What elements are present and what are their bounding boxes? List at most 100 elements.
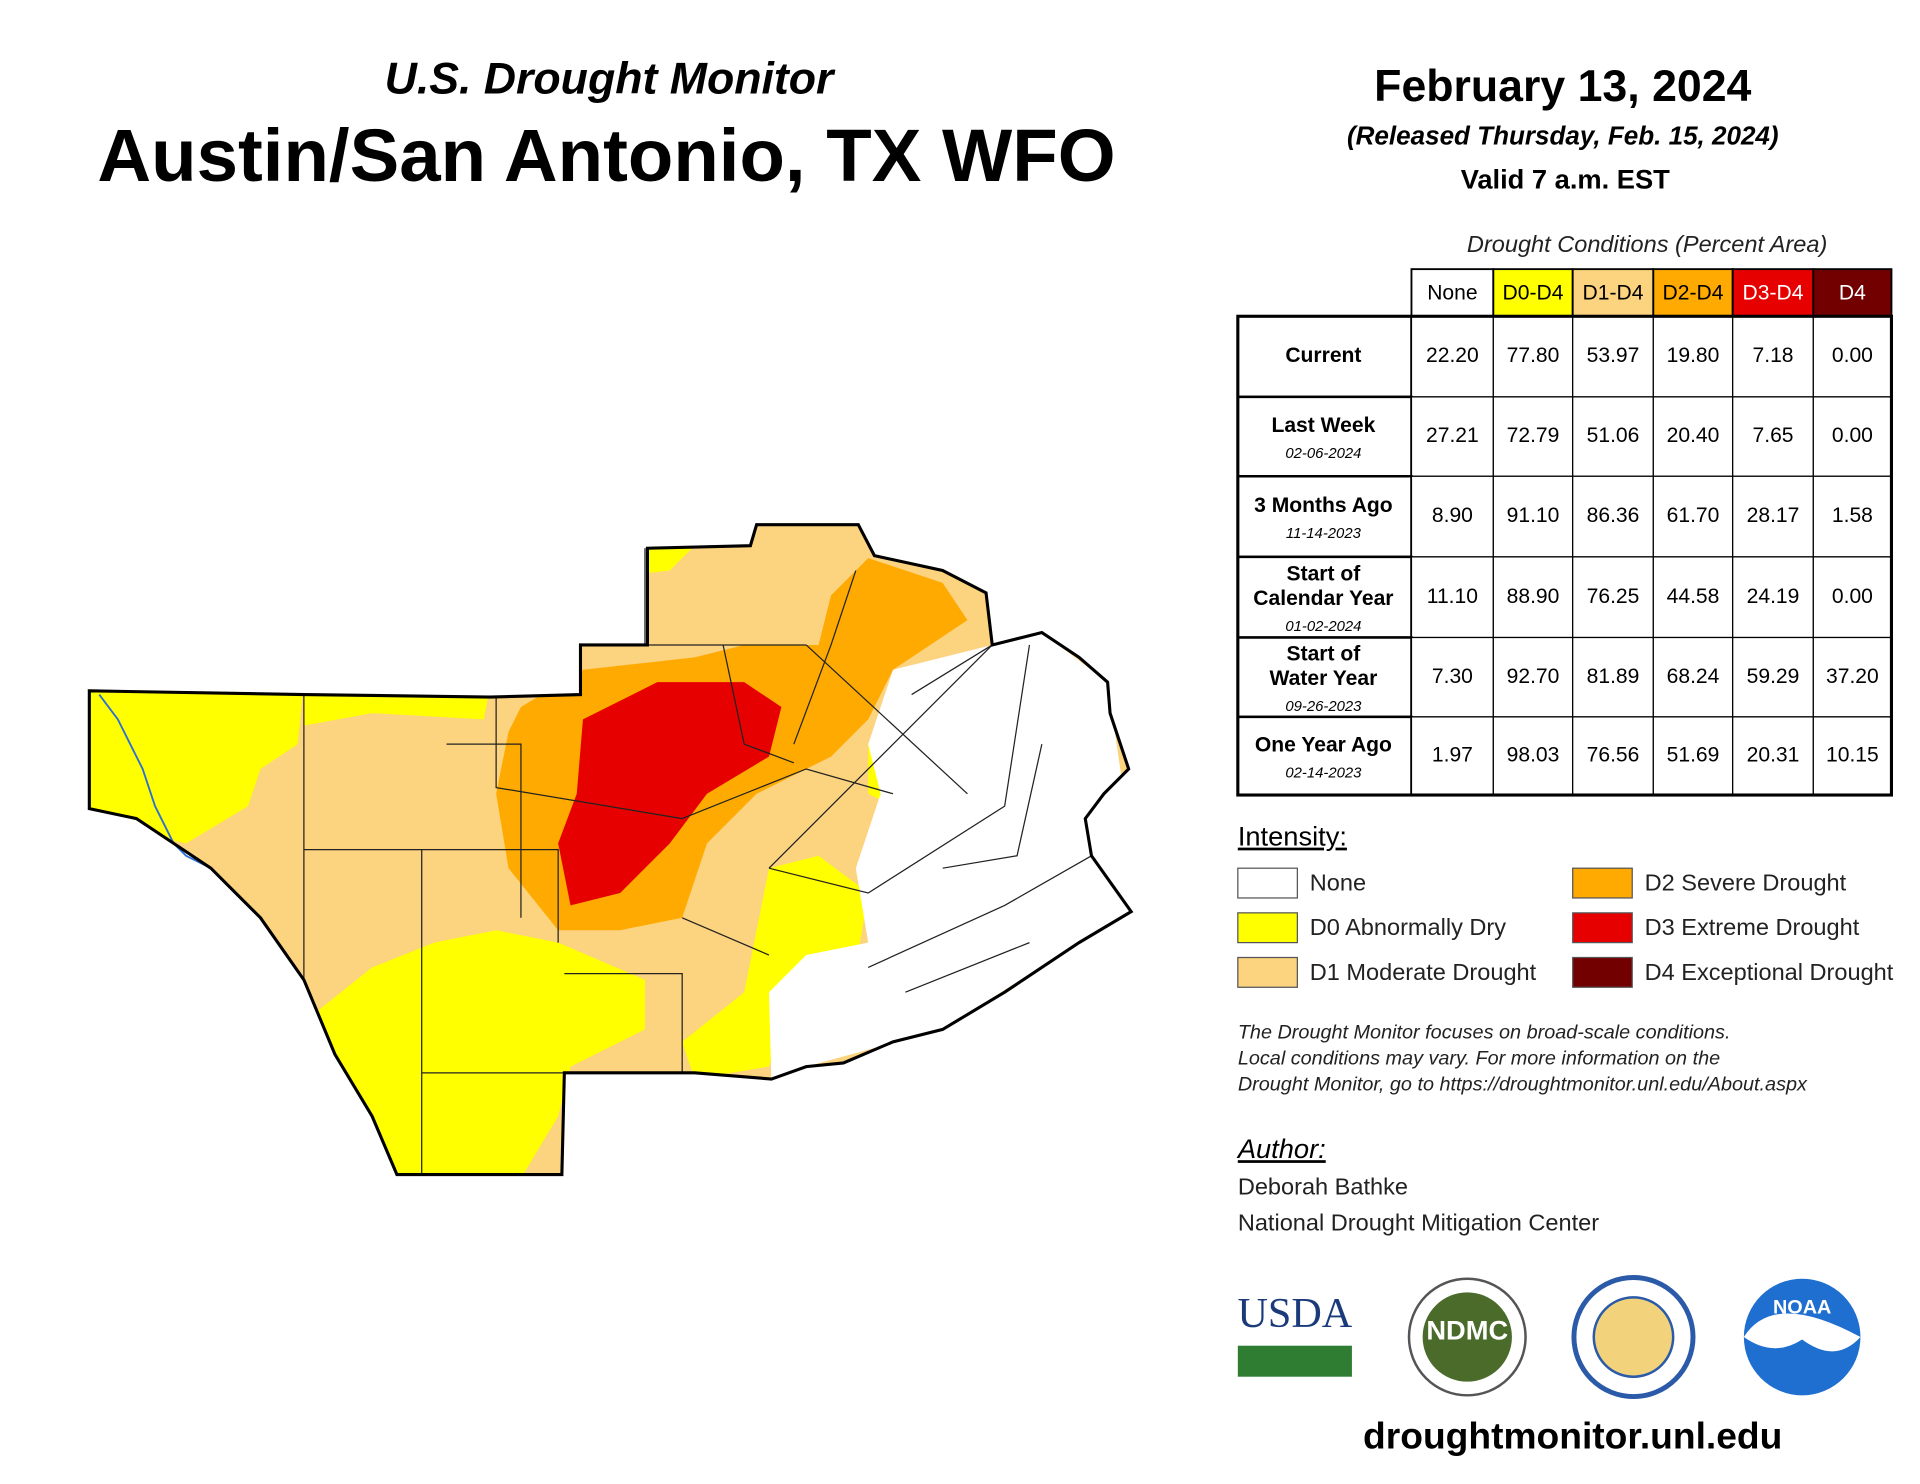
county-line: [303, 848, 559, 943]
cell: [1572, 716, 1654, 796]
text: D3 Extreme Drought: [1645, 914, 1860, 940]
text: Last Week: [1271, 414, 1375, 437]
text: droughtmonitor.unl.edu: [1363, 1415, 1782, 1457]
text: Valid 7 a.m. EST: [1461, 163, 1670, 194]
text: 0.00: [1832, 424, 1873, 447]
column-header: [1812, 268, 1893, 318]
text: 68.24: [1667, 665, 1720, 688]
text: (Released Thursday, Feb. 15, 2024): [1347, 121, 1779, 151]
text: 76.25: [1587, 585, 1640, 608]
state-border: [87, 523, 1134, 1177]
text: 88.90: [1507, 585, 1560, 608]
county-line: [942, 744, 1043, 869]
row-label-cell: [1236, 555, 1413, 639]
drought-area: [647, 545, 695, 574]
river: [98, 694, 212, 870]
county-line: [564, 973, 683, 1073]
cell: [1812, 716, 1893, 796]
text: National Drought Mitigation Center: [1238, 1209, 1599, 1235]
text: Calendar Year: [1253, 587, 1393, 610]
text: Austin/San Antonio, TX WFO: [97, 114, 1115, 197]
county-line: [768, 644, 1031, 894]
cell: [1410, 315, 1494, 398]
county-line: [805, 644, 968, 795]
text: 51.06: [1587, 424, 1640, 447]
county-line: [793, 570, 857, 745]
cell: [1572, 396, 1654, 477]
text: Start of: [1287, 642, 1362, 665]
row-label-cell: [1236, 475, 1413, 559]
cell: [1572, 315, 1654, 398]
legend-swatch: [1237, 867, 1298, 899]
text: 51.69: [1667, 744, 1720, 767]
drought-area: [558, 682, 782, 906]
text: 81.89: [1587, 665, 1640, 688]
text: 28.17: [1747, 504, 1800, 527]
text: 37.20: [1826, 665, 1879, 688]
text: 22.20: [1426, 344, 1479, 367]
text: 7.30: [1432, 665, 1473, 688]
text: 98.03: [1507, 744, 1560, 767]
text: 53.97: [1587, 344, 1640, 367]
text: Water Year: [1269, 667, 1377, 690]
cell: [1652, 556, 1734, 639]
text: 24.19: [1747, 585, 1800, 608]
text: NOAA: [1773, 1297, 1831, 1319]
text: Start of: [1287, 562, 1362, 585]
text: February 13, 2024: [1374, 62, 1751, 111]
logo: [1422, 1292, 1512, 1382]
cell: [1410, 396, 1494, 477]
column-header: [1652, 268, 1734, 318]
column-header: [1492, 268, 1574, 318]
text: 72.79: [1507, 424, 1560, 447]
drought-area: [768, 632, 1132, 1086]
table-border: [1236, 314, 1894, 797]
text: Intensity:: [1238, 821, 1347, 852]
text: One Year Ago: [1255, 734, 1392, 757]
cell: [1812, 556, 1893, 639]
county-line: [743, 743, 795, 764]
cell: [1572, 556, 1654, 639]
text: 02-06-2024: [1285, 446, 1361, 462]
text: USDA: [1237, 1290, 1352, 1337]
text: 92.70: [1507, 665, 1560, 688]
text: Current: [1285, 344, 1361, 367]
cell: [1812, 396, 1893, 477]
cell: [1812, 636, 1893, 718]
drought-area: [682, 855, 869, 1080]
legend-swatch: [1572, 956, 1633, 988]
row-label-cell: [1236, 636, 1413, 719]
text: D0-D4: [1503, 282, 1564, 305]
county-line: [905, 942, 1030, 993]
text: D4 Exceptional Drought: [1645, 959, 1894, 985]
county-line: [722, 644, 745, 745]
text: D3-D4: [1743, 282, 1804, 305]
text: 1.58: [1832, 504, 1873, 527]
text: 86.36: [1587, 504, 1640, 527]
legend-swatch: [1572, 867, 1633, 899]
text: 59.29: [1747, 665, 1800, 688]
text: D1 Moderate Drought: [1310, 959, 1537, 985]
cell: [1492, 556, 1574, 639]
text: 11.10: [1427, 585, 1478, 608]
text: Deborah Bathke: [1238, 1173, 1408, 1199]
text: 20.31: [1747, 744, 1800, 767]
cell: [1732, 396, 1814, 477]
cell: [1732, 716, 1814, 796]
cell: [1572, 636, 1654, 718]
row-label-cell: [1236, 395, 1413, 478]
text: D2-D4: [1663, 282, 1724, 305]
cell: [1732, 636, 1814, 718]
text: 10.15: [1826, 744, 1879, 767]
cell: [1812, 315, 1893, 398]
text: Drought Conditions (Percent Area): [1467, 231, 1827, 257]
cell: [1492, 315, 1574, 398]
text: U.S. Drought Monitor: [385, 55, 836, 104]
text: 09-26-2023: [1285, 699, 1362, 715]
text: 1.97: [1432, 744, 1473, 767]
text: 3 Months Ago: [1254, 494, 1393, 517]
text: D4: [1839, 282, 1866, 305]
drought-area: [297, 930, 645, 1175]
